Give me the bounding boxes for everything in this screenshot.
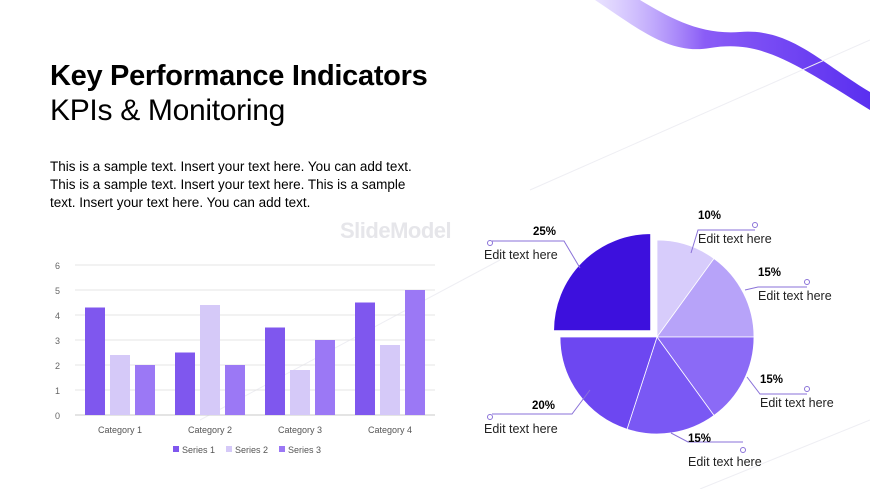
x-tick-label: Category 1 bbox=[98, 425, 142, 435]
callout-dot bbox=[752, 222, 758, 228]
bar[interactable] bbox=[405, 290, 425, 415]
pie-caption[interactable]: Edit text here bbox=[484, 422, 558, 436]
y-tick-label: 3 bbox=[55, 336, 60, 346]
callout-line bbox=[746, 376, 807, 395]
x-tick-label: Category 2 bbox=[188, 425, 232, 435]
pie-caption[interactable]: Edit text here bbox=[688, 455, 762, 469]
y-tick-label: 0 bbox=[55, 411, 60, 421]
y-tick-label: 2 bbox=[55, 361, 60, 371]
pie-chart[interactable]: 10% Edit text here 15% Edit text here 15% Edi… bbox=[450, 205, 870, 485]
x-tick-label: Category 3 bbox=[278, 425, 322, 435]
slide-title[interactable]: Key Performance Indicators bbox=[50, 60, 428, 92]
pie-percent-label: 15% bbox=[760, 374, 783, 386]
bar[interactable] bbox=[290, 370, 310, 415]
callout-dot bbox=[740, 447, 746, 453]
callout-dot bbox=[487, 240, 493, 246]
bar[interactable] bbox=[315, 340, 335, 415]
callout-line bbox=[492, 389, 591, 415]
bar[interactable] bbox=[85, 307, 105, 416]
pie-percent-label: 15% bbox=[758, 267, 781, 279]
bar[interactable] bbox=[175, 352, 195, 416]
watermark-text: SlideModel bbox=[340, 218, 452, 243]
pie-slice[interactable] bbox=[553, 233, 652, 332]
pie-percent-label: 15% bbox=[688, 433, 711, 445]
callout-dot bbox=[804, 279, 810, 285]
y-tick-label: 5 bbox=[55, 286, 60, 296]
pie-slice[interactable] bbox=[626, 336, 715, 435]
pie-percent-label: 25% bbox=[533, 226, 556, 238]
bar[interactable] bbox=[265, 327, 285, 416]
y-tick-label: 1 bbox=[55, 386, 60, 396]
callout-dot bbox=[804, 386, 810, 392]
x-tick-label: Category 4 bbox=[368, 425, 412, 435]
body-text[interactable]: This is a sample text. Insert your text … bbox=[50, 159, 412, 210]
bar[interactable] bbox=[135, 365, 155, 415]
legend-swatch bbox=[279, 446, 285, 452]
wave-ribbon bbox=[595, 0, 870, 110]
pie-caption[interactable]: Edit text here bbox=[758, 289, 832, 303]
pie-slice[interactable] bbox=[656, 336, 755, 417]
bar-chart[interactable]: 0 1 2 3 4 5 6 Category 1 Category 2 Category 3 Cat… bbox=[40, 250, 470, 470]
callout-line bbox=[492, 240, 581, 269]
pie-percent-label: 10% bbox=[698, 210, 721, 222]
callout-line bbox=[744, 286, 807, 291]
callout-line bbox=[670, 432, 743, 443]
legend-label: Series 3 bbox=[288, 445, 321, 455]
y-tick-label: 6 bbox=[55, 261, 60, 271]
bar[interactable] bbox=[225, 365, 245, 415]
pie-slice[interactable] bbox=[559, 336, 658, 430]
legend-label: Series 1 bbox=[182, 445, 215, 455]
pie-caption[interactable]: Edit text here bbox=[484, 248, 558, 262]
pie-slice[interactable] bbox=[656, 257, 755, 338]
pie-caption[interactable]: Edit text here bbox=[760, 396, 834, 410]
legend-swatch bbox=[173, 446, 179, 452]
callout-dot bbox=[487, 414, 493, 420]
y-tick-label: 4 bbox=[55, 311, 60, 321]
bar[interactable] bbox=[380, 345, 400, 415]
bar[interactable] bbox=[355, 302, 375, 416]
pie-percent-label: 20% bbox=[532, 400, 555, 412]
callout-line bbox=[690, 229, 755, 254]
pie-caption[interactable]: Edit text here bbox=[698, 232, 772, 246]
legend-label: Series 2 bbox=[235, 445, 268, 455]
slide-subtitle[interactable]: KPIs & Monitoring bbox=[50, 94, 286, 127]
legend-swatch bbox=[226, 446, 232, 452]
bar[interactable] bbox=[110, 355, 130, 415]
bar[interactable] bbox=[200, 305, 220, 415]
